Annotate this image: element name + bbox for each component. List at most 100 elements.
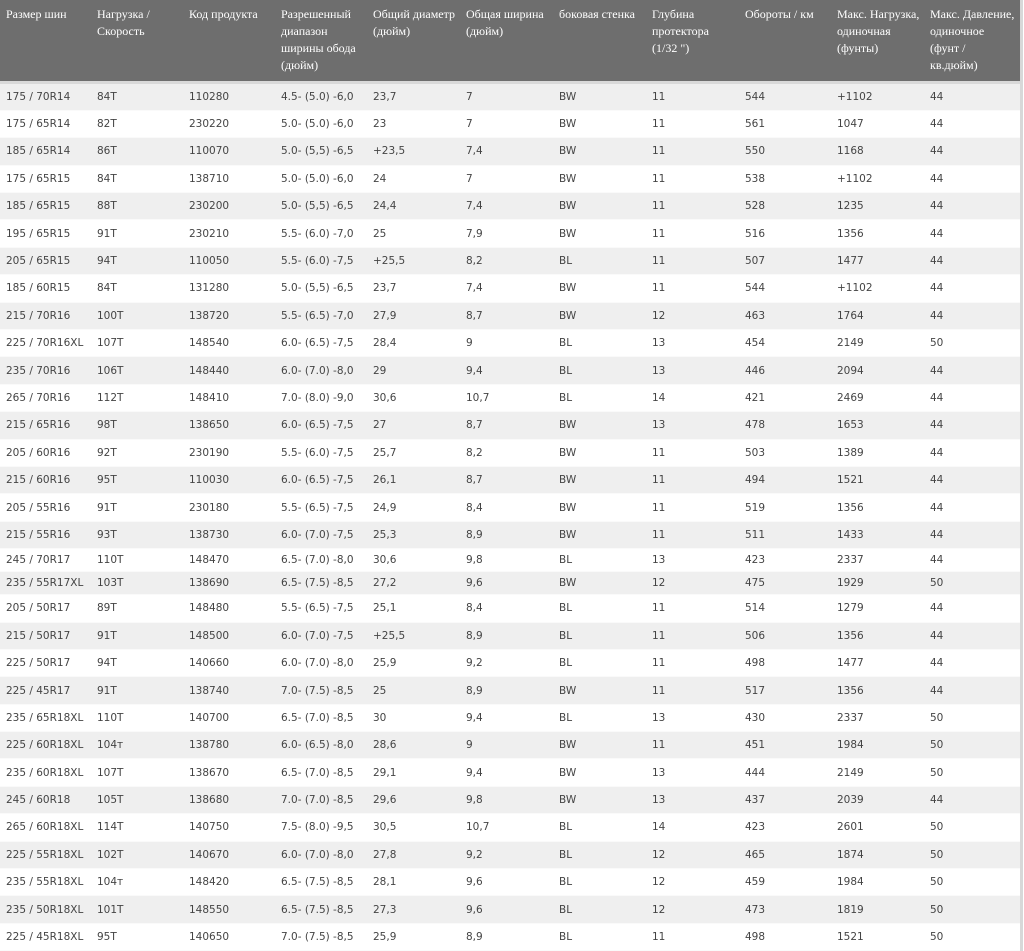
cell-rim-width-range: 6.0- (7.0) -7,5 [276,622,368,650]
cell-sidewall: BL [554,622,647,650]
table-row: 235 / 60R18XL 107T 138670 6.5- (7.0) -8,5 29… [0,758,1020,787]
cell-rim-width-range: 6.0- (6.5) -7,5 [276,329,368,358]
cell-load-speed: 110T [92,704,184,733]
cell-max-load: 1168 [832,137,925,166]
cell-sidewall: BL [554,841,647,870]
cell-product-code: 140650 [184,923,276,951]
cell-overall-diameter: 30,5 [368,813,461,842]
cell-tire-size: 215 / 60R16 [0,466,92,495]
cell-load-speed: 107T [92,329,184,358]
cell-revs-per-km: 437 [740,786,832,815]
cell-overall-width: 8,7 [461,302,554,331]
cell-overall-diameter: 23,7 [368,82,461,111]
table-row: 225 / 50R17 94T 140660 6.0- (7.0) -8,0 25,9 9… [0,649,1020,678]
cell-sidewall: BW [554,676,647,705]
cell-tire-size: 175 / 65R14 [0,110,92,139]
cell-tire-size: 185 / 65R14 [0,137,92,166]
cell-rim-width-range: 5.5- (6.0) -7,5 [276,247,368,276]
cell-sidewall: BL [554,329,647,358]
cell-sidewall: BW [554,82,647,111]
cell-max-pressure: 44 [925,521,1020,550]
cell-max-pressure: 44 [925,302,1020,331]
cell-rim-width-range: 5.5- (6.0) -7,0 [276,219,368,248]
table-row: 235 / 55R18XL 104т 148420 6.5- (7.5) -8,5 28… [0,868,1020,897]
cell-overall-diameter: 27,2 [368,571,461,596]
cell-max-load: 1477 [832,247,925,276]
cell-rim-width-range: 4.5- (5.0) -6,0 [276,82,368,111]
cell-overall-width: 8,9 [461,622,554,650]
cell-revs-per-km: 459 [740,868,832,897]
cell-product-code: 148550 [184,895,276,924]
cell-overall-diameter: 25,1 [368,594,461,623]
cell-max-pressure: 44 [925,493,1020,522]
cell-tread-depth: 11 [647,219,740,248]
cell-sidewall: BW [554,110,647,139]
column-header-tread-depth: Глубина протектора (1/32 ") [652,7,709,55]
column-header-overall-width: Общая ширина (дюйм) [466,7,544,38]
column-header-product-code: Код продукта [189,7,258,21]
cell-sidewall: BL [554,548,647,573]
cell-load-speed: 86T [92,137,184,166]
cell-product-code: 230220 [184,110,276,139]
cell-tread-depth: 12 [647,868,740,897]
cell-max-pressure: 44 [925,439,1020,467]
cell-tread-depth: 11 [647,466,740,495]
cell-max-load: +1102 [832,165,925,194]
cell-max-pressure: 50 [925,813,1020,842]
cell-tire-size: 235 / 65R18XL [0,704,92,733]
cell-overall-width: 7,9 [461,219,554,248]
cell-rim-width-range: 6.5- (7.5) -8,5 [276,571,368,596]
cell-revs-per-km: 506 [740,622,832,650]
table-row: 265 / 60R18XL 114T 140750 7.5- (8.0) -9,5 30… [0,813,1020,842]
cell-sidewall: BL [554,895,647,924]
cell-load-speed: 103T [92,571,184,596]
cell-product-code: 138710 [184,165,276,194]
cell-load-speed: 84T [92,82,184,111]
cell-sidewall: BW [554,758,647,787]
cell-product-code: 138650 [184,411,276,440]
cell-max-load: 2469 [832,384,925,413]
cell-max-pressure: 44 [925,165,1020,194]
cell-max-pressure: 44 [925,649,1020,678]
cell-overall-width: 8,7 [461,411,554,440]
cell-product-code: 140700 [184,704,276,733]
cell-overall-diameter: +25,5 [368,247,461,276]
cell-tread-depth: 11 [647,594,740,623]
cell-tread-depth: 12 [647,895,740,924]
cell-tire-size: 225 / 45R17 [0,676,92,705]
cell-overall-diameter: 27,9 [368,302,461,331]
cell-overall-diameter: +25,5 [368,622,461,650]
cell-max-load: 1356 [832,676,925,705]
cell-max-load: 1521 [832,923,925,951]
table-row: 185 / 65R15 88T 230200 5.0- (5,5) -6,5 24,4 7… [0,192,1020,221]
table-row: 175 / 65R14 82T 230220 5.0- (5.0) -6,0 23 7 BW… [0,110,1020,139]
table-row: 215 / 70R16 100T 138720 5.5- (6.5) -7,0 27,9… [0,302,1020,331]
cell-overall-width: 8,4 [461,493,554,522]
cell-overall-width: 10,7 [461,384,554,413]
cell-overall-width: 8,9 [461,676,554,705]
cell-load-speed: 102T [92,841,184,870]
cell-overall-width: 9,8 [461,786,554,815]
cell-overall-width: 9,6 [461,571,554,596]
cell-revs-per-km: 561 [740,110,832,139]
cell-overall-diameter: 30,6 [368,548,461,573]
cell-overall-width: 9,2 [461,841,554,870]
cell-product-code: 138720 [184,302,276,331]
cell-load-speed: 84T [92,274,184,303]
cell-rim-width-range: 6.0- (6.5) -8,0 [276,731,368,760]
cell-max-pressure: 44 [925,110,1020,139]
cell-tire-size: 235 / 70R16 [0,356,92,385]
cell-sidewall: BL [554,704,647,733]
table-row: 175 / 65R15 84T 138710 5.0- (5.0) -6,0 24 7 BW… [0,165,1020,194]
cell-revs-per-km: 423 [740,548,832,573]
cell-load-speed: 84T [92,165,184,194]
cell-tire-size: 235 / 60R18XL [0,758,92,787]
cell-max-pressure: 44 [925,466,1020,495]
column-header-load-speed: Нагрузка / Скорость [97,7,150,38]
cell-sidewall: BW [554,302,647,331]
cell-max-load: 2337 [832,704,925,733]
cell-overall-width: 9 [461,329,554,358]
cell-overall-diameter: 27,3 [368,895,461,924]
cell-max-pressure: 44 [925,676,1020,705]
cell-load-speed: 91T [92,493,184,522]
